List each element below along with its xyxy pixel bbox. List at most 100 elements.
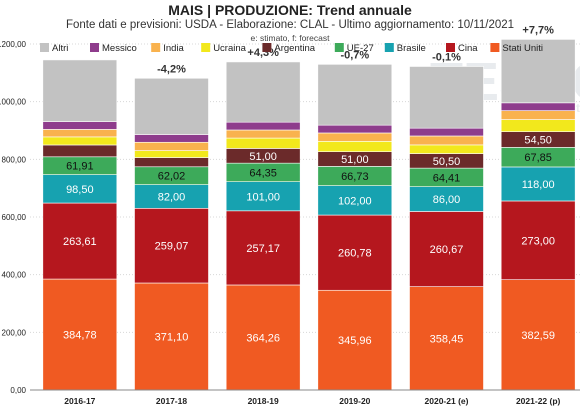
legend-label: Brasile	[397, 43, 426, 54]
x-tick-label: 2018-19	[248, 396, 279, 406]
bar-segment	[317, 214, 393, 291]
y-tick-label: 800,00	[2, 155, 27, 164]
y-tick-label: 400,00	[2, 271, 27, 280]
bar-segment	[134, 208, 209, 284]
bar-segment	[317, 64, 393, 126]
bar-segment	[225, 61, 301, 123]
data-label: 257,17	[246, 243, 280, 255]
y-tick-label: 600,00	[2, 213, 27, 222]
legend-label: Altri	[52, 43, 68, 54]
bar-segment	[500, 39, 576, 104]
bar-segment	[500, 102, 576, 111]
bar-segment	[134, 150, 209, 158]
legend-swatch	[490, 43, 500, 52]
bar-segment	[409, 135, 484, 146]
bar-segment	[409, 286, 484, 391]
data-label: 50,50	[433, 156, 461, 168]
data-label: 382,59	[521, 330, 555, 342]
legend-swatch	[384, 43, 394, 52]
data-label: 118,00	[522, 179, 555, 191]
data-label: 54,50	[524, 135, 552, 147]
bar-segment	[409, 66, 484, 129]
bar-segment	[42, 144, 118, 158]
data-label: 51,00	[249, 151, 277, 163]
bar-segment	[42, 278, 118, 391]
legend-swatch	[151, 43, 161, 52]
legend-label: Cina	[458, 43, 478, 54]
x-tick-label: 2016-17	[64, 396, 95, 406]
bar-segment	[42, 59, 118, 122]
data-label: 273,00	[521, 235, 555, 247]
bar-segment	[225, 121, 301, 131]
data-label: 384,78	[63, 330, 97, 342]
legend-swatch	[334, 43, 344, 52]
legend-label: Messico	[102, 43, 137, 54]
bar-segment	[225, 284, 301, 391]
data-label: 260,78	[338, 248, 372, 260]
data-label: 82,00	[158, 191, 186, 203]
legend-label: Ucraina	[213, 43, 246, 54]
bar-segment	[42, 136, 118, 146]
legend: Altri Messico India Ucraina Argentina UE-27 Br…	[40, 43, 543, 54]
bar-segment	[317, 185, 393, 216]
bar-segment	[500, 200, 576, 280]
bar-segment	[500, 119, 576, 132]
change-label: -4,2%	[157, 63, 186, 75]
bars: 384,78 263,61 98,50 61,91 371,10 259,07 82,00 6…	[42, 24, 576, 391]
bar-segment	[42, 121, 118, 130]
data-label: 66,73	[341, 171, 369, 183]
x-tick-label: 2020-21 (e)	[425, 396, 469, 406]
bar-segment	[225, 210, 301, 286]
bar-segment	[500, 166, 576, 202]
bar-segment	[409, 127, 484, 137]
data-label: 51,00	[341, 154, 369, 166]
data-label: 371,10	[155, 331, 189, 343]
legend-swatch	[446, 43, 455, 52]
chart-title: MAIS | PRODUZIONE: Trend annuale	[168, 2, 412, 18]
data-label: 345,96	[338, 335, 372, 347]
data-label: 64,41	[433, 172, 461, 184]
axes: 0,00 200,00 400,00 600,00 800,00 1.000,00 1.20…	[0, 40, 580, 406]
chart-note: e: stimato, f: forecast	[250, 33, 330, 43]
x-tick-label: 2021-22 (p)	[516, 396, 561, 406]
data-label: 102,00	[338, 195, 372, 207]
data-label: 67,85	[524, 152, 552, 164]
bar-segment	[42, 202, 118, 280]
x-tick-label: 2019-20	[339, 396, 370, 406]
x-tick-label: 2017-18	[156, 396, 187, 406]
bar-segment	[134, 77, 209, 135]
data-label: 64,35	[249, 167, 277, 179]
data-label: 61,91	[66, 161, 94, 173]
bar-segment	[134, 134, 209, 143]
data-label: 364,26	[246, 332, 280, 344]
bar-segment	[225, 129, 301, 139]
bar-segment	[409, 211, 484, 287]
legend-label: India	[163, 43, 184, 54]
legend-swatch	[201, 43, 211, 52]
bar-segment	[500, 110, 576, 120]
bar-segment	[317, 124, 393, 134]
legend-label: Argentina	[274, 43, 315, 54]
legend-swatch	[40, 43, 49, 52]
data-label: 101,00	[246, 191, 280, 203]
data-label: 98,50	[66, 184, 94, 196]
bar-segment	[134, 157, 209, 168]
bar-segment	[409, 144, 484, 154]
bar-segment	[134, 141, 209, 151]
y-tick-label: 1.200,00	[0, 40, 27, 49]
data-label: 358,45	[430, 333, 464, 345]
data-label: 263,61	[63, 236, 97, 248]
bar-segment	[409, 186, 484, 212]
data-label: 86,00	[433, 194, 461, 206]
data-label: 260,67	[430, 244, 464, 256]
legend-swatch	[90, 43, 99, 52]
y-tick-label: 0,00	[10, 386, 26, 395]
legend-label: Stati Uniti	[502, 43, 543, 54]
change-label: +7,7%	[522, 24, 554, 36]
data-label: 259,07	[155, 241, 189, 253]
bar-segment	[317, 132, 393, 142]
legend-swatch	[262, 43, 272, 52]
data-label: 62,02	[158, 171, 186, 183]
y-tick-label: 1.000,00	[0, 98, 27, 107]
